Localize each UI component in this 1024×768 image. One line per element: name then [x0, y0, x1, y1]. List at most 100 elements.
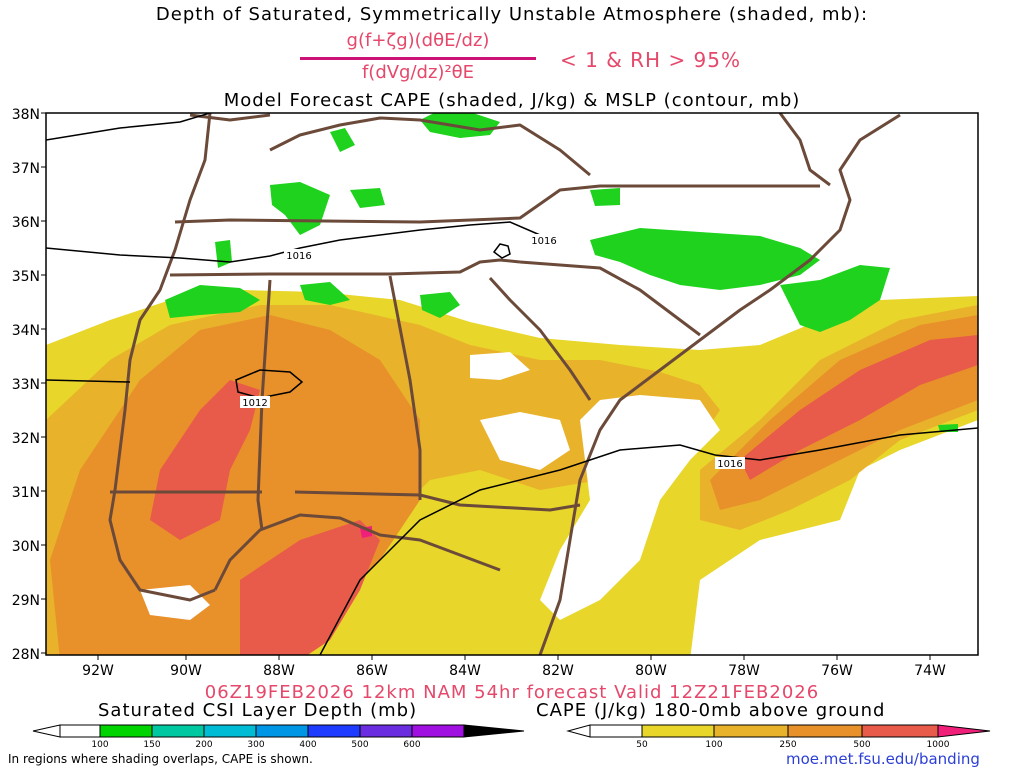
lon-label: 74W: [914, 663, 946, 679]
csi-colorbar-swatch: [359, 724, 413, 738]
csi-tick-label: 100: [91, 740, 108, 750]
border-ms-al: [256, 279, 272, 531]
cape-colorbar-swatch: [713, 724, 789, 738]
border-ky-oh: [189, 113, 271, 122]
forecast-valid-line: 06Z19FEB2026 12km NAM 54hr forecast Vali…: [204, 682, 820, 703]
csi-colorbar-low-arrow: [32, 724, 61, 738]
cape-colorbar-swatch: [641, 724, 715, 738]
shaded-fields: [46, 113, 978, 655]
lat-label: 36N: [12, 215, 40, 231]
lon-label: 90W: [170, 663, 202, 679]
coastline-chesapeake: [778, 113, 831, 187]
lon-label: 82W: [542, 663, 574, 679]
cape-colorbar: 50 100 250 500 1000: [566, 724, 991, 750]
csi-patch-nc-coast: [780, 265, 890, 332]
border-tn-ky: [174, 184, 820, 224]
csi-patch-nc: [590, 228, 820, 290]
lat-label: 33N: [12, 377, 40, 393]
csi-colorbar-swatch: [203, 724, 257, 738]
credit-link[interactable]: moe.met.fsu.edu/banding: [786, 750, 980, 768]
border-fl-north: [294, 490, 581, 512]
lat-label: 38N: [12, 107, 40, 123]
cape-colorbar-low-arrow: [566, 724, 591, 738]
lat-label: 34N: [12, 323, 40, 339]
cape-500-region-gulf: [240, 520, 380, 655]
lat-ticks: [41, 112, 46, 654]
isobar-1016-west: [46, 379, 131, 383]
csi-colorbar-swatch: [255, 724, 309, 738]
border-nc-sc: [519, 260, 701, 337]
lat-label: 30N: [12, 539, 40, 555]
isobar-label-1016-east: 1016: [531, 236, 556, 247]
lon-label: 84W: [449, 663, 481, 679]
csi-patch-ky2: [350, 188, 385, 208]
isobar-label-1016-west: 1016: [286, 251, 311, 262]
lon-label: 78W: [728, 663, 760, 679]
longitude-labels: 92W 90W 88W 86W 84W 82W 80W 78W 76W 74W: [82, 663, 946, 679]
border-ga-sc: [488, 276, 592, 401]
csi-colorbar-swatch: [411, 724, 465, 738]
footer-note: In regions where shading overlaps, CAPE …: [8, 752, 313, 766]
csi-tick-label: 400: [299, 740, 316, 750]
lat-label: 31N: [12, 485, 40, 501]
cape-tick-label: 50: [636, 740, 648, 750]
cape-tick-label: 500: [853, 740, 870, 750]
cape-colorbar-high-arrow: [937, 724, 991, 738]
title-line-3: Model Forecast CAPE (shaded, J/kg) & MSL…: [223, 90, 801, 111]
cape-500-region-mississippi: [150, 380, 260, 540]
cape-tick-label: 1000: [927, 740, 950, 750]
lon-ticks: [97, 655, 931, 660]
csi-colorbar-swatch: [307, 724, 361, 738]
state-borders: [108, 113, 901, 655]
csi-patch-ga-north: [300, 282, 350, 305]
csi-patch-al-north: [165, 285, 260, 318]
isobar-labels: 1016 1016 1012 1016: [240, 234, 745, 470]
border-tn-south: [169, 258, 521, 277]
no-cape-hole-fl: [540, 395, 720, 620]
lat-label: 32N: [12, 431, 40, 447]
csi-tick-label: 300: [247, 740, 264, 750]
cape-colorbar-title: CAPE (J/kg) 180-0mb above ground: [536, 700, 886, 721]
coastline-gulf: [213, 513, 501, 591]
csi-colorbar: 100 150 200 300 400 500 600: [32, 724, 525, 750]
border-mississippi-river: [108, 113, 216, 602]
cape-colorbar-swatch: [861, 724, 939, 738]
threshold-condition: < 1 & RH > 95%: [560, 48, 742, 72]
isobar-1016-south: [319, 427, 978, 655]
fraction-numerator: g(f+ζg)(dθE/dz): [346, 30, 490, 51]
lat-label: 28N: [12, 647, 40, 663]
lon-label: 92W: [82, 663, 114, 679]
csi-patch-ga: [420, 292, 460, 318]
lon-label: 88W: [263, 663, 295, 679]
border-va-wv: [269, 116, 591, 177]
csi-tick-label: 150: [143, 740, 160, 750]
csi-colorbar-high-arrow: [463, 724, 525, 738]
csi-patch-wv: [330, 128, 355, 152]
lon-label: 86W: [356, 663, 388, 679]
isobar-1016-north: [46, 221, 541, 263]
isobar-1016-top-left: [46, 113, 211, 141]
fraction-bar: [300, 57, 536, 60]
csi-patch-nc-east: [590, 188, 620, 206]
no-cape-hole-ga: [480, 412, 570, 470]
csi-colorbar-swatch: [151, 724, 205, 738]
csi-colorbar-title: Saturated CSI Layer Depth (mb): [98, 700, 418, 721]
coastline-florida: [538, 113, 901, 655]
lat-label: 35N: [12, 269, 40, 285]
map-frame: [45, 112, 979, 656]
csi-colorbar-swatch: [99, 724, 153, 738]
lon-label: 80W: [635, 663, 667, 679]
title-line-1: Depth of Saturated, Symmetrically Unstab…: [155, 4, 869, 25]
lat-label: 37N: [12, 161, 40, 177]
cape-tick-label: 100: [705, 740, 722, 750]
csi-tick-label: 200: [195, 740, 212, 750]
border-al-ga: [388, 275, 422, 500]
lat-label: 29N: [12, 593, 40, 609]
cape-colorbar-swatch: [787, 724, 863, 738]
no-cape-hole-sc: [470, 352, 530, 380]
fraction-denominator: f(dVg/dz)²θE: [361, 62, 475, 83]
csi-tick-label: 500: [351, 740, 368, 750]
latitude-labels: 38N 37N 36N 35N 34N 33N 32N 31N 30N 29N …: [12, 107, 40, 663]
cape-500-region-atlantic: [740, 335, 978, 480]
